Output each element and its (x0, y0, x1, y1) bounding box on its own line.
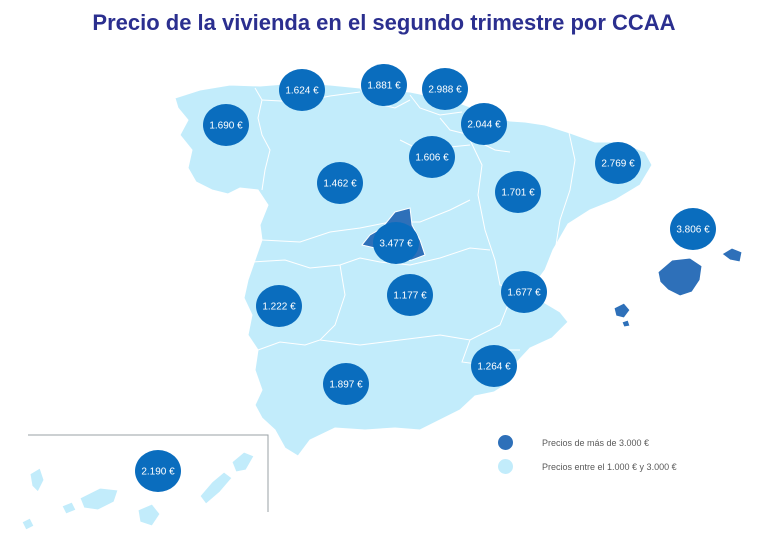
price-label: 1.462 € (323, 179, 357, 190)
legend-swatch-high (498, 435, 513, 450)
price-bubble-circle (409, 136, 455, 178)
price-label: 1.264 € (477, 362, 511, 373)
price-label: 1.624 € (285, 86, 319, 97)
canary-island-gomera (61, 501, 77, 515)
price-bubble-circle (323, 363, 369, 405)
price-bubble-circle (256, 285, 302, 327)
price-label: 1.606 € (415, 153, 449, 164)
mainland-outline (174, 82, 653, 457)
price-bubble: 2.190 € (135, 450, 181, 492)
price-label: 1.222 € (262, 302, 296, 313)
price-bubble-circle (495, 171, 541, 213)
price-label: 3.477 € (379, 239, 413, 250)
canary-inset (21, 434, 269, 531)
price-bubble: 1.177 € (387, 274, 433, 316)
legend-label-high: Precios de más de 3.000 € (542, 437, 650, 448)
map-title: Precio de la vivienda en el segundo trim… (92, 10, 676, 35)
legend-item-high: Precios de más de 3.000 € (498, 435, 649, 450)
price-label: 2.988 € (428, 85, 462, 96)
legend-item-mid: Precios entre el 1.000 € y 3.000 € (498, 459, 677, 474)
price-bubble: 1.881 € (361, 64, 407, 106)
price-bubble: 3.806 € (670, 208, 716, 250)
price-bubble-circle (387, 274, 433, 316)
price-bubble: 1.701 € (495, 171, 541, 213)
price-bubble: 2.988 € (422, 68, 468, 110)
price-bubble-circle (317, 162, 363, 204)
price-bubble: 3.477 € (373, 222, 419, 264)
canary-inset-frame (28, 434, 269, 512)
price-bubble: 1.690 € (203, 104, 249, 146)
canary-island-la-palma (29, 467, 45, 493)
mallorca-shape (657, 257, 703, 297)
price-label: 1.881 € (367, 81, 401, 92)
canary-island-fuerteventura (199, 471, 233, 505)
price-bubble-circle (670, 208, 716, 250)
price-bubble: 1.222 € (256, 285, 302, 327)
canary-island-hierro (21, 517, 35, 531)
legend-swatch-mid (498, 459, 513, 474)
price-bubble: 2.044 € (461, 103, 507, 145)
canary-islands (21, 451, 255, 531)
price-label: 1.897 € (329, 380, 363, 391)
price-bubble: 1.897 € (323, 363, 369, 405)
price-label: 1.701 € (501, 188, 535, 199)
price-label: 1.177 € (393, 291, 427, 302)
canary-island-gran-canaria (137, 503, 161, 527)
canary-island-lanzarote (231, 451, 255, 473)
price-bubble-circle (361, 64, 407, 106)
price-bubble: 1.677 € (501, 271, 547, 313)
price-bubble: 1.624 € (279, 69, 325, 111)
price-bubble: 1.264 € (471, 345, 517, 387)
menorca-shape (721, 247, 743, 263)
price-label: 3.806 € (676, 225, 710, 236)
price-label: 2.190 € (141, 467, 175, 478)
price-bubble-circle (595, 142, 641, 184)
ibiza-shape (613, 302, 631, 319)
mainland-spain (174, 82, 653, 457)
price-bubble: 1.606 € (409, 136, 455, 178)
price-bubble-circle (203, 104, 249, 146)
price-bubble-circle (135, 450, 181, 492)
price-label: 2.769 € (601, 159, 635, 170)
price-bubble: 2.769 € (595, 142, 641, 184)
legend-label-mid: Precios entre el 1.000 € y 3.000 € (542, 461, 677, 472)
price-label: 1.690 € (209, 121, 243, 132)
price-label: 2.044 € (467, 120, 501, 131)
price-bubble-circle (461, 103, 507, 145)
price-bubble-circle (373, 222, 419, 264)
price-label: 1.677 € (507, 288, 541, 299)
price-bubble-circle (422, 68, 468, 110)
canary-island-tenerife (79, 487, 119, 511)
price-bubble-circle (471, 345, 517, 387)
price-bubbles: 1.690 € 1.624 € 1.881 € 2.988 € 2.044 € 1.606… (135, 64, 716, 492)
balearic-islands (613, 247, 743, 328)
price-bubble-circle (279, 69, 325, 111)
price-bubble: 1.462 € (317, 162, 363, 204)
formentera-shape (621, 319, 631, 328)
price-bubble-circle (501, 271, 547, 313)
